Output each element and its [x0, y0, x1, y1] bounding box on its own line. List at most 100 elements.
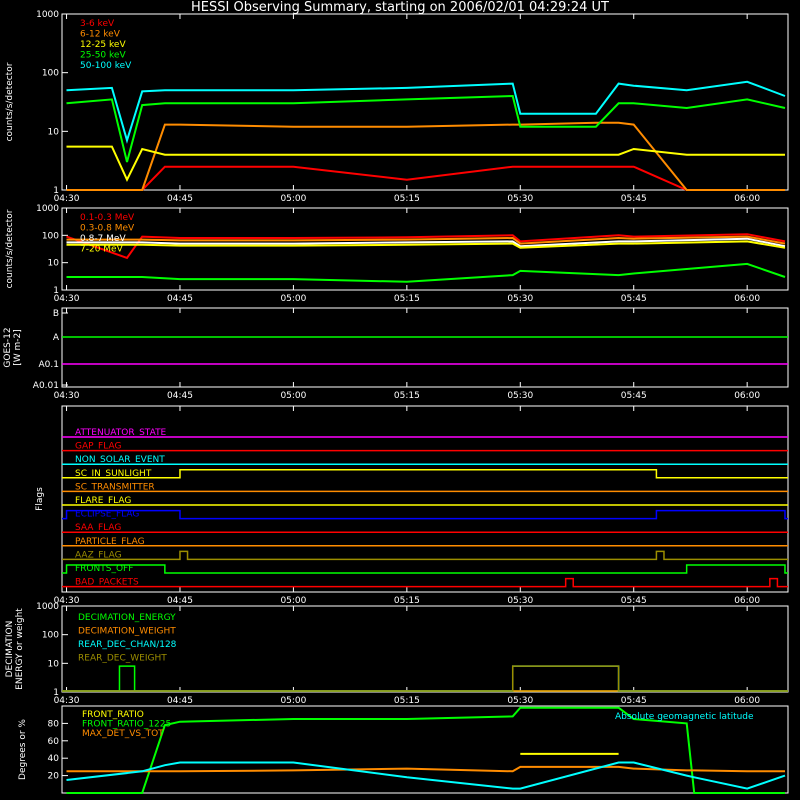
flag-label: BAD_PACKETS [75, 578, 139, 588]
x-tick-label: 05:45 [621, 596, 647, 606]
y-axis-label: GOES-12 [3, 327, 13, 367]
series-line-50-100-keV [66, 80, 786, 144]
legend-entry: 0.8-7 MeV [80, 234, 126, 244]
y-tick-label: 100 [42, 69, 59, 79]
y-axis-label: counts/s/detector [5, 62, 15, 141]
x-tick-label: 05:00 [280, 596, 306, 606]
chart-title: HESSI Observing Summary, starting on 200… [191, 0, 609, 15]
x-tick-label: 05:15 [394, 391, 420, 401]
y-tick-label: 1 [53, 186, 59, 196]
x-tick-label: 05:45 [621, 194, 647, 204]
x-tick-label: 06:00 [734, 294, 760, 304]
x-tick-label: 04:45 [167, 596, 193, 606]
chart-marks [62, 80, 788, 794]
x-tick-label: 05:15 [394, 294, 420, 304]
flag-label: NON_SOLAR_EVENT [75, 455, 165, 465]
flag-label: GAP_FLAG [75, 442, 121, 452]
x-tick-label: 05:15 [394, 596, 420, 606]
chart-labels: 04:30 04:45 05:00 05:15 05:30 05:45 06:00 1000 1… [3, 10, 760, 782]
x-tick-label: 04:45 [167, 294, 193, 304]
y-tick-label: 1 [53, 286, 59, 296]
x-tick-label: 05:30 [507, 391, 533, 401]
x-tick-label: 04:30 [54, 194, 80, 204]
annotation-label: Absolute geomagnetic latitude [615, 712, 754, 722]
y-axis-label: DECIMATION [5, 621, 15, 678]
legend-entry: REAR_DEC_WEIGHT [78, 654, 167, 664]
legend-entry: FRONT_RATIO_1225 [82, 720, 171, 730]
x-tick-label: 06:00 [734, 596, 760, 606]
legend-entry: DECIMATION_WEIGHT [78, 627, 176, 637]
flag-line-eclipse_flag [62, 509, 788, 520]
legend-entry: 25-50 keV [80, 51, 126, 61]
y-tick-label: 1000 [36, 602, 59, 612]
y-tick-label: A [53, 333, 60, 343]
x-tick-label: 05:45 [621, 391, 647, 401]
y-tick-label: 100 [42, 631, 59, 641]
x-tick-label: 05:00 [280, 391, 306, 401]
y-tick-label: 1000 [36, 204, 59, 214]
ratio-line [66, 765, 785, 773]
legend-entry: 0.3-0.8 MeV [80, 224, 135, 234]
x-tick-label: 04:45 [167, 391, 193, 401]
flag-label: SAA_FLAG [75, 523, 121, 533]
y-axis-unit: [W m-2] [13, 329, 23, 366]
series-line-0-8-7-MeV [66, 237, 786, 248]
x-tick-label: 05:30 [507, 194, 533, 204]
y-axis-label: counts/s/detector [5, 209, 15, 288]
flag-label: ECLIPSE_FLAG [75, 510, 139, 520]
series-line-25-50-keV [66, 94, 786, 163]
panel-frame [61, 207, 789, 291]
x-tick-label: 04:30 [54, 391, 80, 401]
y-tick-label: 100 [42, 231, 59, 241]
y-tick-label: 10 [48, 127, 60, 137]
series-line-6-12-keV [66, 121, 785, 191]
flag-label: FRONTS_OFF [75, 564, 133, 574]
legend-entry: REAR_DEC_CHAN/128 [78, 640, 177, 650]
x-tick-label: 04:30 [54, 696, 80, 706]
y-axis-label: Flags [35, 487, 45, 511]
flag-line-bad_packets [62, 577, 788, 588]
series-line-background [66, 262, 786, 283]
x-tick-label: 05:00 [280, 194, 306, 204]
x-tick-label: 05:30 [507, 696, 533, 706]
legend-entry: FRONT_RATIO [82, 710, 144, 720]
flag-line-fronts_off [62, 564, 788, 574]
flag-label: AAZ_FLAG [75, 550, 122, 560]
flag-label: FLARE_FLAG [75, 496, 131, 506]
x-tick-label: 04:30 [54, 596, 80, 606]
series-line-7-20-MeV [66, 240, 786, 249]
panel-frame [61, 13, 789, 191]
x-tick-label: 05:15 [394, 696, 420, 706]
y-tick-label: 10 [48, 259, 60, 269]
x-tick-label: 04:45 [167, 696, 193, 706]
panel-frame [61, 307, 789, 388]
legend-entry: 12-25 keV [80, 40, 126, 50]
x-tick-label: 04:45 [167, 194, 193, 204]
x-tick-label: 05:30 [507, 294, 533, 304]
y-tick-label: A0.01 [33, 381, 59, 391]
legend-entry: 0.1-0.3 MeV [80, 213, 135, 223]
ratio-line [66, 706, 785, 794]
y-tick-label: 1 [53, 688, 59, 698]
legend-entry: 50-100 keV [80, 61, 132, 71]
x-tick-label: 06:00 [734, 194, 760, 204]
legend-entry: 6-12 keV [80, 30, 121, 40]
x-tick-label: 06:00 [734, 391, 760, 401]
x-tick-label: 05:45 [621, 696, 647, 706]
y-axis-label-2: ENERGY or weight [15, 608, 25, 690]
y-tick-label: A0.1 [39, 360, 59, 370]
legend-entry: 3-6 keV [80, 19, 115, 29]
y-tick-label: 10 [48, 659, 60, 669]
y-tick-label: 60 [48, 737, 60, 747]
x-tick-label: 05:15 [394, 194, 420, 204]
flag-label: SC_TRANSMITTER [75, 482, 155, 492]
x-tick-label: 05:30 [507, 596, 533, 606]
y-axis-label: Degrees or % [18, 719, 28, 780]
y-tick-label: 40 [48, 754, 60, 764]
flag-line-aaz_flag [62, 550, 788, 561]
y-tick-label: 80 [48, 719, 60, 729]
x-tick-label: 05:45 [621, 294, 647, 304]
flag-line-sc_in_sunlight [62, 469, 788, 479]
x-tick-label: 05:00 [280, 294, 306, 304]
